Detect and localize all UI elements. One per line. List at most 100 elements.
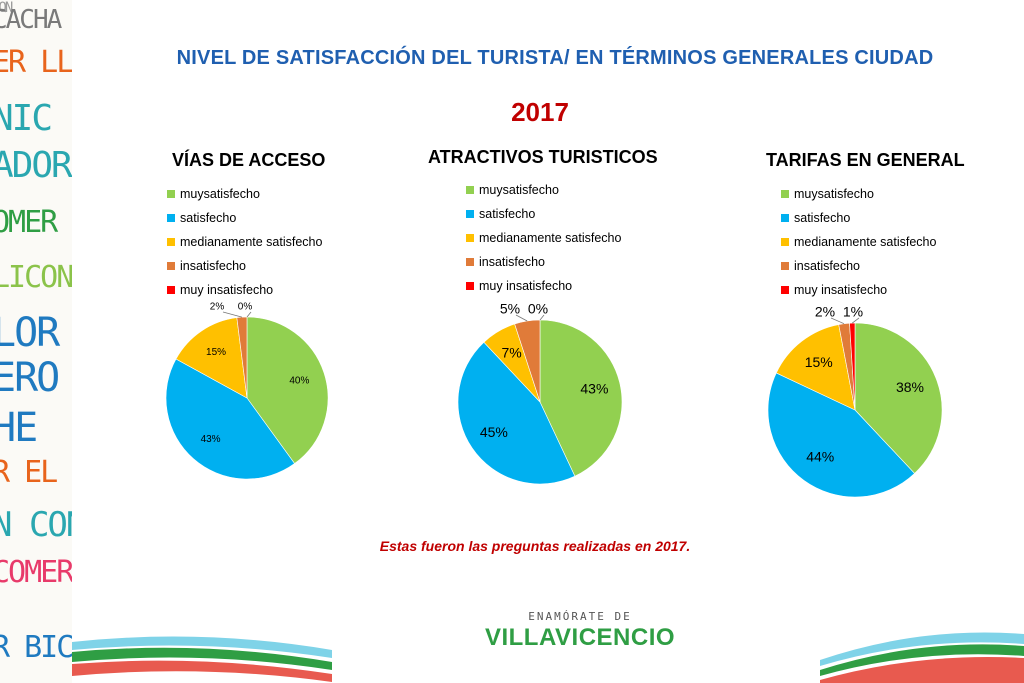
pie-slice (514, 319, 541, 403)
pie-data-label: 15% (206, 347, 226, 358)
legend-label: muysatisfecho (794, 187, 874, 201)
side-word: R EL PARQ (0, 455, 72, 490)
legend-swatch (781, 190, 789, 198)
legend-item: insatisfecho (466, 250, 621, 274)
year-title: 2017 (511, 97, 569, 127)
pie-leader-line (515, 314, 528, 322)
side-word: ERO (0, 355, 60, 401)
pie-chart-atractivos-turisticos: 43% 45% 7% 5% 0% (457, 301, 623, 485)
side-decoration: CONCACHA ER LLAN NIC ADORE OMER EL F LICONT LO… (0, 0, 72, 683)
wave-left-decoration (72, 636, 332, 682)
pie-chart-vias-de-acceso: 40% 43% 15% 2% 0% (165, 302, 329, 480)
side-word: ADORE (0, 145, 72, 186)
legend-item: muysatisfecho (167, 182, 322, 206)
side-word: COMER (0, 555, 72, 590)
legend-swatch (167, 190, 175, 198)
legend-swatch (466, 210, 474, 218)
pie-data-label: 2% (815, 304, 835, 320)
legend-label: insatisfecho (180, 259, 247, 273)
pie-data-label: 2% (210, 302, 225, 313)
side-word: N CON (0, 505, 72, 545)
legend-label: muy insatisfecho (794, 283, 888, 297)
legend-item: insatisfecho (167, 254, 322, 278)
legend-atractivos-turisticos: muysatisfecho satisfecho medianamente sati… (466, 178, 621, 298)
legend-swatch (167, 214, 175, 222)
pie-data-label: 44% (806, 449, 834, 465)
legend-label: insatisfecho (479, 255, 546, 269)
pie-slice (165, 358, 296, 480)
legend-item: medianamente satisfecho (781, 230, 936, 254)
side-word: ER LLAN (0, 45, 72, 80)
legend-label: muysatisfecho (180, 187, 260, 201)
legend-label: muysatisfecho (479, 183, 559, 197)
legend-label: insatisfecho (794, 259, 861, 273)
legend-swatch (781, 214, 789, 222)
legend-swatch (466, 234, 474, 242)
pie-slice (175, 317, 248, 399)
footnote: Estas fueron las preguntas realizadas en… (379, 538, 691, 554)
legend-swatch (167, 262, 175, 270)
wave-right-decoration (820, 632, 1024, 683)
legend-item: satisfecho (466, 202, 621, 226)
legend-item: medianamente satisfecho (167, 230, 322, 254)
chart-title-tarifas-en-general: TARIFAS EN GENERAL (766, 150, 965, 170)
legend-label: medianamente satisfecho (479, 231, 622, 245)
legend-swatch (466, 258, 474, 266)
legend-swatch (781, 262, 789, 270)
brand-name-text: VILLAVICENCIO (484, 624, 676, 651)
pie-leader-line (539, 314, 545, 321)
brand-name: VILLAVICENCIO (480, 624, 680, 652)
legend-swatch (781, 238, 789, 246)
brand-logo: ENAMÓRATE DE VILLAVICENCIO (480, 610, 680, 660)
chart-title-atractivos-turisticos: ATRACTIVOS TURISTICOS (428, 147, 658, 167)
legend-item: medianamente satisfecho (466, 226, 621, 250)
pie-leader-line (246, 311, 252, 318)
pie-chart-tarifas-en-general: 38% 44% 15% 2% 1% (767, 304, 943, 498)
legend-item: satisfecho (781, 206, 936, 230)
side-word: CACHA (0, 5, 62, 35)
legend-swatch (167, 286, 175, 294)
pie-data-label: 1% (843, 304, 863, 320)
pie-slice (457, 341, 576, 485)
pie-data-label: 45% (480, 424, 508, 440)
legend-label: muy insatisfecho (479, 279, 573, 293)
legend-item: muysatisfecho (466, 178, 621, 202)
legend-label: satisfecho (794, 211, 851, 225)
legend-item: muy insatisfecho (167, 278, 322, 302)
pie-data-label: 43% (580, 381, 608, 397)
pie-data-label: 40% (289, 376, 309, 387)
side-word: CON (0, 0, 13, 16)
pie-data-label: 38% (896, 379, 924, 395)
legend-item: muy insatisfecho (466, 274, 621, 298)
side-word: HE (0, 405, 38, 451)
legend-swatch (466, 186, 474, 194)
pie-slice (849, 322, 856, 411)
pie-data-label: 5% (500, 301, 520, 317)
legend-item: muy insatisfecho (781, 278, 936, 302)
pie-leader-line (830, 317, 845, 325)
pie-slice (775, 324, 856, 411)
legend-item: satisfecho (167, 206, 322, 230)
legend-label: medianamente satisfecho (180, 235, 323, 249)
legend-item: muysatisfecho (781, 182, 936, 206)
legend-label: satisfecho (180, 211, 237, 225)
side-word: LOR (0, 310, 60, 356)
pie-data-label: 15% (805, 354, 833, 370)
pie-data-label: 7% (501, 345, 521, 361)
legend-tarifas-en-general: muysatisfecho satisfecho medianamente sati… (781, 182, 936, 302)
legend-label: muy insatisfecho (180, 283, 274, 297)
pie-slice (854, 322, 943, 474)
pie-leader-line (852, 317, 860, 324)
brand-tagline: ENAMÓRATE DE (528, 610, 632, 623)
pie-leader-line (222, 311, 243, 318)
legend-label: medianamente satisfecho (794, 235, 937, 249)
pie-slice (767, 372, 915, 498)
side-word: OMER EL F (0, 205, 72, 240)
pie-data-label: 0% (238, 302, 253, 313)
legend-label: satisfecho (479, 207, 536, 221)
side-word: NIC (0, 98, 53, 139)
legend-item: insatisfecho (781, 254, 936, 278)
pie-data-label: 43% (201, 434, 221, 445)
chart-title-vias-de-acceso: VÍAS DE ACCESO (172, 150, 326, 170)
legend-swatch (167, 238, 175, 246)
